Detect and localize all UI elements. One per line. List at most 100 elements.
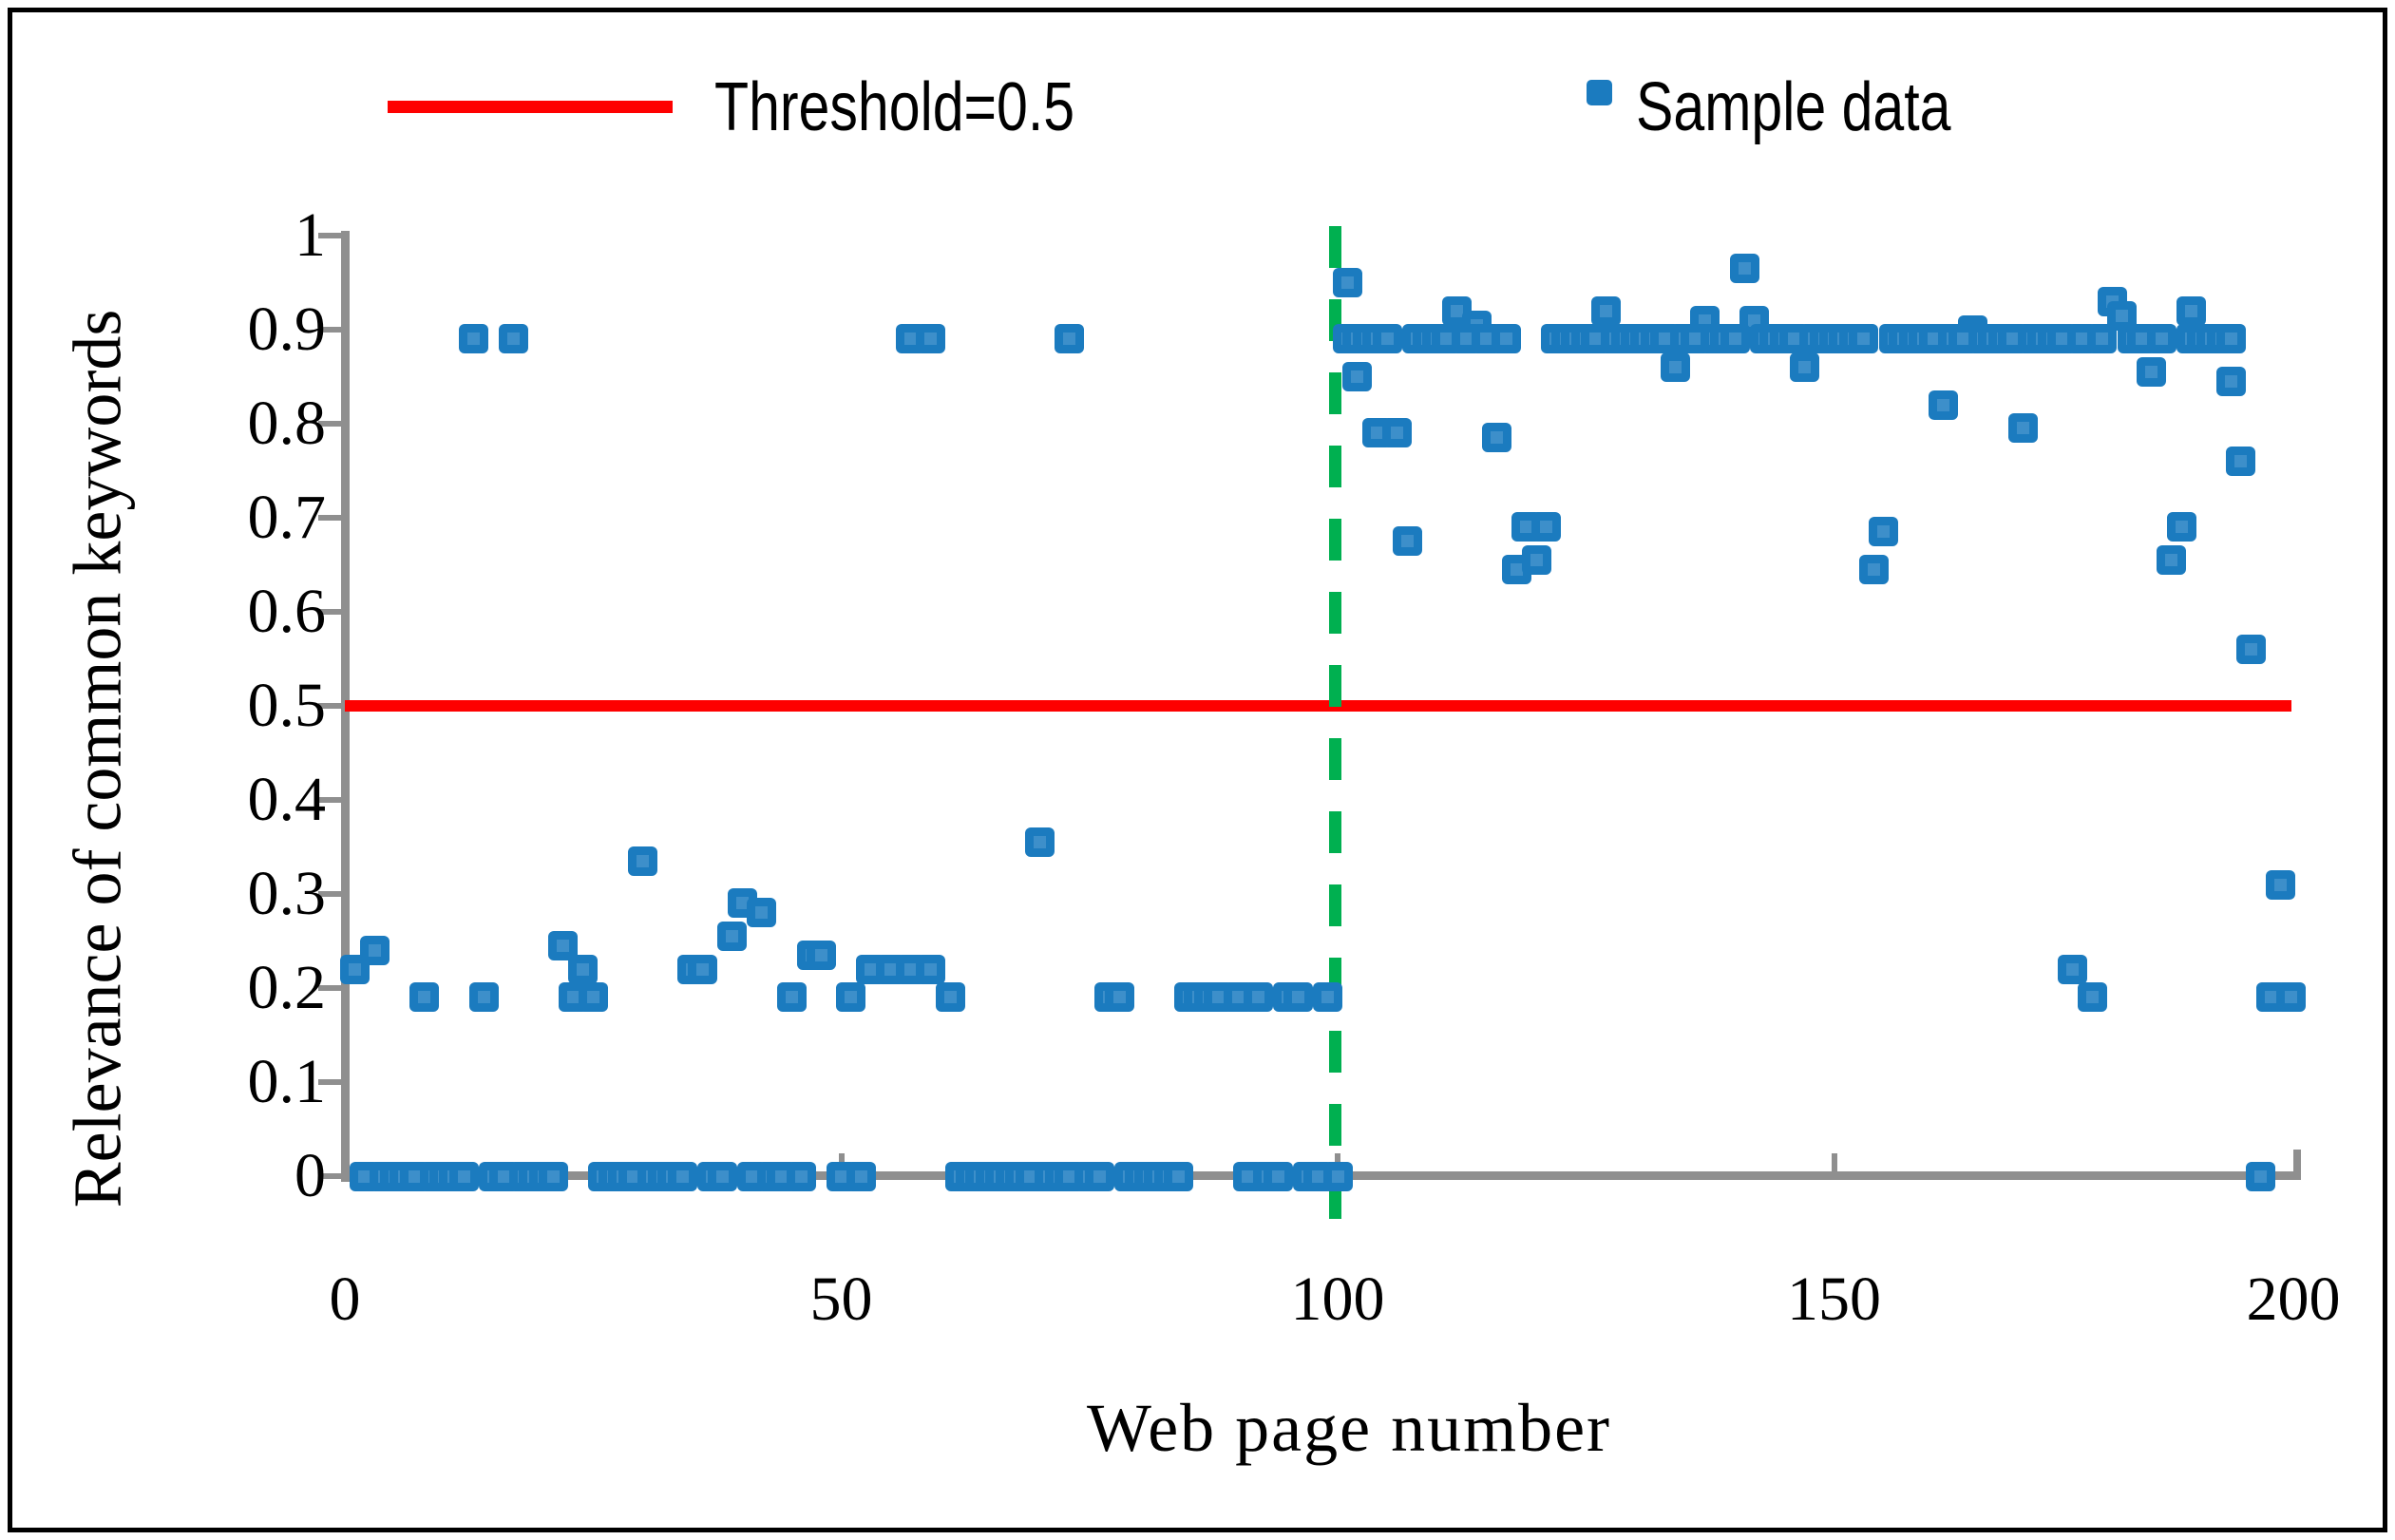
data-point: [2266, 869, 2296, 900]
data-point: [1164, 1161, 1194, 1191]
data-point: [776, 982, 807, 1013]
figure-border: [8, 8, 2387, 1532]
y-tick-label: 0.7: [247, 483, 327, 552]
data-point: [1332, 268, 1362, 297]
data-point: [836, 982, 866, 1013]
data-point: [1104, 982, 1134, 1013]
data-point: [468, 982, 499, 1013]
data-point: [568, 954, 599, 984]
data-point: [935, 982, 965, 1013]
legend-sample-text: Sample data: [1636, 69, 1951, 145]
data-point: [1492, 324, 1522, 354]
data-point: [2176, 295, 2207, 326]
y-tick-label: 1: [295, 200, 326, 270]
data-point: [2146, 324, 2176, 354]
data-point: [459, 324, 489, 354]
data-point: [2137, 357, 2167, 388]
data-point: [1858, 554, 1889, 584]
y-tick-label: 0.1: [247, 1047, 327, 1116]
legend-sample-marker-icon: [1587, 80, 1612, 105]
data-point: [1313, 982, 1343, 1013]
data-point: [667, 1161, 697, 1191]
data-point: [1720, 324, 1750, 354]
legend-threshold-text: Threshold=0.5: [714, 69, 1075, 145]
data-point: [2007, 413, 2038, 444]
data-point: [1025, 827, 1055, 858]
y-axis-tick: [318, 1173, 341, 1179]
data-point: [1392, 526, 1422, 557]
data-point: [916, 954, 946, 984]
data-point: [1342, 362, 1373, 391]
data-point: [2157, 545, 2187, 576]
y-tick-label: 0.3: [247, 859, 327, 928]
data-point: [1590, 295, 1621, 326]
x-axis-tick: [1831, 1153, 1837, 1174]
data-point: [2216, 324, 2246, 354]
legend-sample-label: Sample data: [1636, 68, 2020, 146]
data-point: [1055, 324, 1085, 354]
data-point: [807, 940, 837, 970]
data-point: [1521, 545, 1551, 576]
data-point: [916, 324, 946, 354]
y-tick-label: 0.8: [247, 389, 327, 458]
data-point: [538, 1161, 568, 1191]
data-point: [2246, 1161, 2276, 1191]
x-axis-title: Web page number: [1087, 1390, 1611, 1466]
x-tick-label: 150: [1787, 1264, 1881, 1334]
y-axis-tick: [318, 703, 341, 709]
y-axis-tick: [318, 515, 341, 521]
data-point: [1789, 352, 1819, 383]
y-axis-tick: [318, 609, 341, 615]
data-point: [1660, 352, 1690, 383]
split-line: [1329, 226, 1341, 1231]
y-axis-tick: [318, 327, 341, 333]
data-point: [2275, 982, 2306, 1013]
x-tick-label: 50: [809, 1264, 873, 1334]
data-point: [409, 982, 440, 1013]
y-axis-title: Relevance of common keywords: [59, 309, 136, 1208]
data-point: [687, 954, 717, 984]
data-point: [2166, 512, 2196, 542]
data-point: [2226, 447, 2256, 477]
data-point: [359, 935, 390, 965]
x-tick-label: 0: [329, 1264, 361, 1334]
x-tick-label: 200: [2246, 1264, 2341, 1334]
legend-threshold-line: [388, 101, 673, 113]
data-point: [1481, 423, 1511, 453]
data-point: [1530, 512, 1561, 542]
data-point: [2077, 982, 2107, 1013]
data-point: [1729, 254, 1759, 284]
y-tick-label: 0.4: [247, 765, 327, 834]
data-point: [578, 982, 608, 1013]
data-point: [1928, 390, 1958, 420]
data-point: [707, 1161, 737, 1191]
data-point: [1283, 982, 1313, 1013]
y-tick-label: 0.9: [247, 295, 327, 364]
legend-threshold-label: Threshold=0.5: [714, 68, 1153, 146]
data-point: [1372, 324, 1402, 354]
data-point: [1263, 1161, 1293, 1191]
threshold-line: [345, 700, 2291, 712]
data-point: [747, 898, 777, 928]
data-point: [2235, 635, 2266, 665]
data-point: [787, 1161, 817, 1191]
data-point: [1869, 517, 1899, 547]
data-point: [2087, 324, 2118, 354]
y-axis-tick: [318, 233, 341, 238]
data-point: [846, 1161, 876, 1191]
data-point: [1084, 1161, 1114, 1191]
y-tick-label: 0.5: [247, 671, 327, 740]
data-point: [1849, 324, 1879, 354]
data-point: [499, 324, 529, 354]
y-axis-tick: [318, 985, 341, 991]
data-point: [1243, 982, 1273, 1013]
x-axis-end-tick: [2293, 1150, 2301, 1176]
y-axis-tick: [318, 797, 341, 803]
y-axis-tick: [318, 1079, 341, 1085]
y-axis-tick: [318, 891, 341, 897]
data-point: [1322, 1161, 1353, 1191]
data-point: [2216, 366, 2246, 396]
y-tick-label: 0.2: [247, 953, 327, 1022]
data-point: [628, 846, 657, 876]
